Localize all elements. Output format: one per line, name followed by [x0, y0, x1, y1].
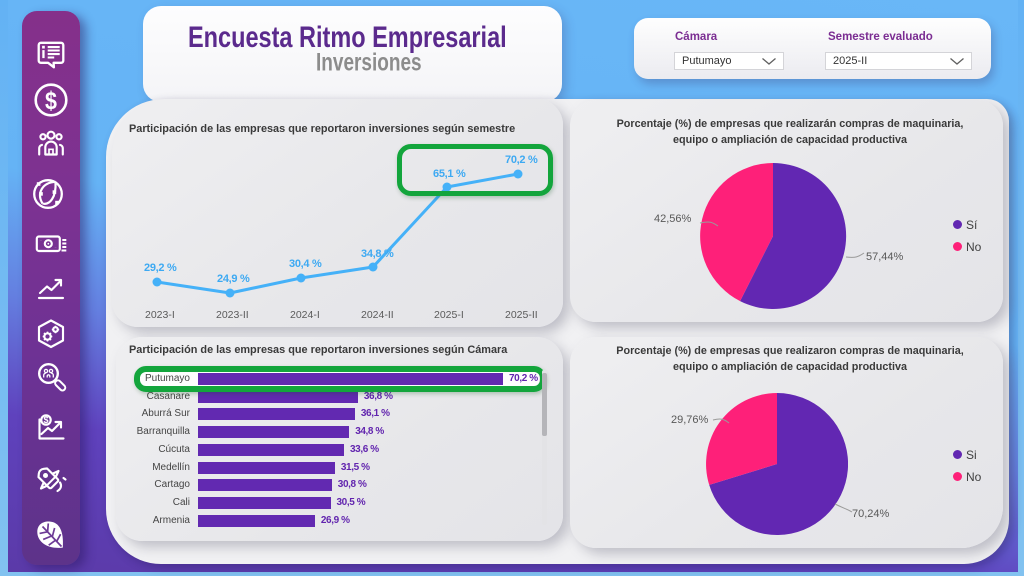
svg-text:$: $	[43, 415, 48, 425]
svg-text:$: $	[45, 86, 57, 114]
